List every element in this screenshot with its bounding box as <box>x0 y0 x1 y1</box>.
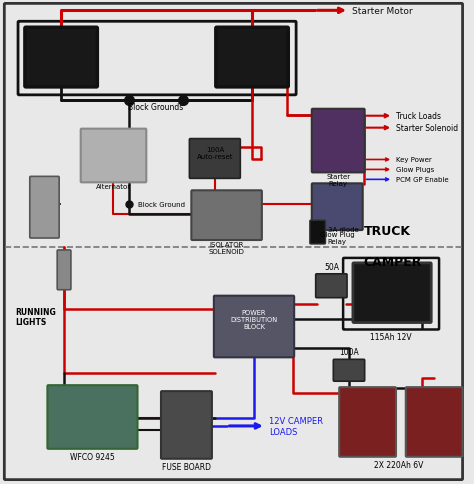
Text: Starter Solenoid: Starter Solenoid <box>396 124 458 133</box>
Text: Truck Loads: Truck Loads <box>396 112 441 121</box>
FancyBboxPatch shape <box>47 385 137 449</box>
Text: ISOLATOR
SOLENOID: ISOLATOR SOLENOID <box>209 242 245 255</box>
FancyBboxPatch shape <box>190 139 240 179</box>
FancyBboxPatch shape <box>57 250 71 290</box>
Text: Glow Plug
Relay: Glow Plug Relay <box>320 231 355 244</box>
Text: RUNNING
LIGHTS: RUNNING LIGHTS <box>15 307 56 326</box>
Text: Glow Plugs: Glow Plugs <box>396 167 434 173</box>
FancyBboxPatch shape <box>406 387 463 457</box>
Text: Starter Motor: Starter Motor <box>352 7 412 16</box>
Text: FUSE BOARD: FUSE BOARD <box>162 462 211 471</box>
FancyBboxPatch shape <box>312 184 363 230</box>
FancyBboxPatch shape <box>81 129 146 183</box>
Text: 115Ah 12V: 115Ah 12V <box>370 333 412 342</box>
Text: Block Grounds: Block Grounds <box>128 103 184 112</box>
Text: Block Ground: Block Ground <box>138 202 185 208</box>
FancyBboxPatch shape <box>161 392 212 459</box>
FancyBboxPatch shape <box>310 221 326 244</box>
Text: 12V CAMPER
LOADS: 12V CAMPER LOADS <box>269 416 323 436</box>
FancyBboxPatch shape <box>353 263 431 323</box>
FancyBboxPatch shape <box>333 360 365 381</box>
FancyBboxPatch shape <box>30 177 59 239</box>
Text: 100A
Auto-reset: 100A Auto-reset <box>197 146 233 159</box>
Text: Alternator: Alternator <box>95 184 130 190</box>
FancyBboxPatch shape <box>316 274 347 298</box>
Text: Key Power: Key Power <box>396 157 432 163</box>
Text: POWER
DISTRIBUTION
BLOCK: POWER DISTRIBUTION BLOCK <box>230 309 278 329</box>
Text: TRUCK: TRUCK <box>364 225 410 238</box>
Text: 100A: 100A <box>339 348 359 357</box>
FancyBboxPatch shape <box>312 109 365 173</box>
FancyBboxPatch shape <box>216 28 288 88</box>
Text: 3A diode: 3A diode <box>328 227 359 233</box>
Text: 2X 220Ah 6V: 2X 220Ah 6V <box>374 460 424 469</box>
Text: PCM GP Enable: PCM GP Enable <box>396 177 448 183</box>
FancyBboxPatch shape <box>339 387 396 457</box>
FancyBboxPatch shape <box>191 191 262 241</box>
Text: 50A: 50A <box>324 262 339 271</box>
Text: Starter
Relay: Starter Relay <box>326 174 350 187</box>
FancyBboxPatch shape <box>25 28 97 88</box>
Text: WFCO 9245: WFCO 9245 <box>70 452 115 461</box>
Text: CAMPER: CAMPER <box>364 256 422 268</box>
FancyBboxPatch shape <box>214 296 294 358</box>
